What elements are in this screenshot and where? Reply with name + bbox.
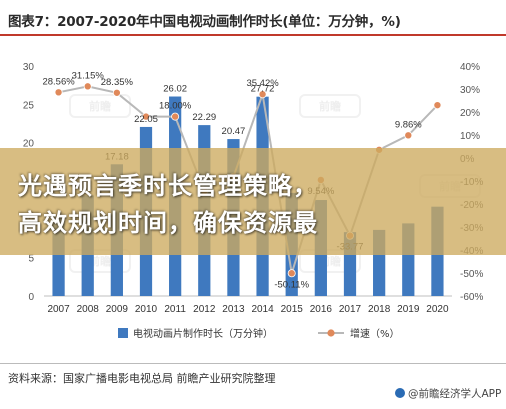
watermark-box — [69, 94, 131, 118]
x-tick-label: 2015 — [281, 304, 304, 315]
banner-line-2: 高效规划时间，确保资源最 — [18, 209, 318, 237]
x-tick-label: 2013 — [222, 304, 245, 315]
growth-point — [141, 112, 150, 121]
line-data-label: -50.11% — [274, 279, 309, 290]
watermark-text: 前瞻 — [89, 254, 111, 268]
watermark-text: 前瞻 — [89, 99, 111, 113]
bar-data-label: 22.29 — [192, 112, 216, 123]
left-tick-label: 5 — [28, 254, 34, 265]
brand-logo-icon — [395, 388, 405, 398]
source-note: 资料来源：国家广播电影电视总局 前瞻产业研究院整理 — [8, 372, 276, 385]
growth-point — [287, 269, 296, 278]
x-tick-label: 2012 — [193, 304, 216, 315]
right-tick-label: -50% — [460, 269, 483, 280]
legend-bar-swatch — [118, 328, 128, 338]
x-tick-label: 2009 — [106, 304, 129, 315]
left-tick-label: 0 — [28, 292, 34, 303]
x-tick-label: 2008 — [77, 304, 100, 315]
right-tick-label: 20% — [460, 108, 480, 119]
line-data-label: 9.86% — [395, 119, 422, 130]
right-tick-label: 40% — [460, 62, 480, 73]
growth-point — [258, 90, 267, 99]
line-data-label: 28.35% — [101, 77, 134, 88]
legend-line-label: 增速（%） — [350, 327, 400, 340]
right-tick-label: 30% — [460, 85, 480, 96]
overlay-banner: 光遇预言季时长管理策略， 高效规划时间，确保资源最 — [0, 148, 506, 255]
line-data-label: 31.15% — [72, 70, 105, 81]
x-tick-label: 2014 — [251, 304, 274, 315]
watermark-0: 前瞻 — [69, 94, 131, 118]
chart-title: 图表7：2007-2020年中国电视动画制作时长(单位：万分钟，%) — [8, 14, 401, 30]
growth-point — [171, 112, 180, 121]
growth-point — [83, 82, 92, 91]
line-data-label: 28.56% — [42, 76, 75, 87]
right-tick-label: 10% — [460, 131, 480, 142]
x-tick-label: 2019 — [397, 304, 420, 315]
growth-point — [54, 88, 63, 97]
growth-point — [404, 131, 413, 140]
footer-rule — [0, 363, 506, 364]
left-tick-label: 20 — [23, 139, 35, 150]
x-tick-label: 2016 — [310, 304, 333, 315]
watermark-text: 前瞻 — [319, 99, 341, 113]
line-data-label: 18.00% — [159, 101, 192, 112]
line-data-label: 35.42% — [246, 78, 279, 89]
watermark-box — [299, 94, 361, 118]
x-tick-label: 2018 — [368, 304, 391, 315]
bar-data-label: 26.02 — [163, 84, 187, 95]
watermark-1: 前瞻 — [299, 94, 361, 118]
bar-data-label: 27.72 — [251, 84, 275, 95]
brand-credit: @前瞻经济学人APP — [395, 386, 501, 401]
x-tick-label: 2020 — [426, 304, 449, 315]
right-tick-label: -60% — [460, 292, 483, 303]
brand-text: @前瞻经济学人APP — [408, 388, 502, 400]
growth-point — [112, 88, 121, 97]
x-tick-label: 2017 — [339, 304, 362, 315]
legend-line-marker — [327, 329, 335, 337]
growth-point — [433, 101, 442, 110]
legend: 电视动画片制作时长（万分钟） 增速（%） — [118, 327, 400, 340]
left-tick-label: 25 — [23, 100, 35, 111]
left-tick-label: 30 — [23, 62, 35, 73]
x-tick-label: 2007 — [47, 304, 70, 315]
x-tick-label: 2010 — [135, 304, 158, 315]
banner-line-1: 光遇预言季时长管理策略， — [18, 172, 318, 200]
title-rule — [0, 34, 506, 36]
x-tick-label: 2011 — [164, 304, 186, 315]
bar-data-label: 20.47 — [222, 126, 246, 137]
legend-bar-label: 电视动画片制作时长（万分钟） — [133, 327, 273, 340]
x-axis-labels: 2007 2008 2009 2010 2011 2012 2013 2014 2015 2016… — [47, 304, 449, 315]
bar-data-label: 22.05 — [134, 114, 158, 125]
